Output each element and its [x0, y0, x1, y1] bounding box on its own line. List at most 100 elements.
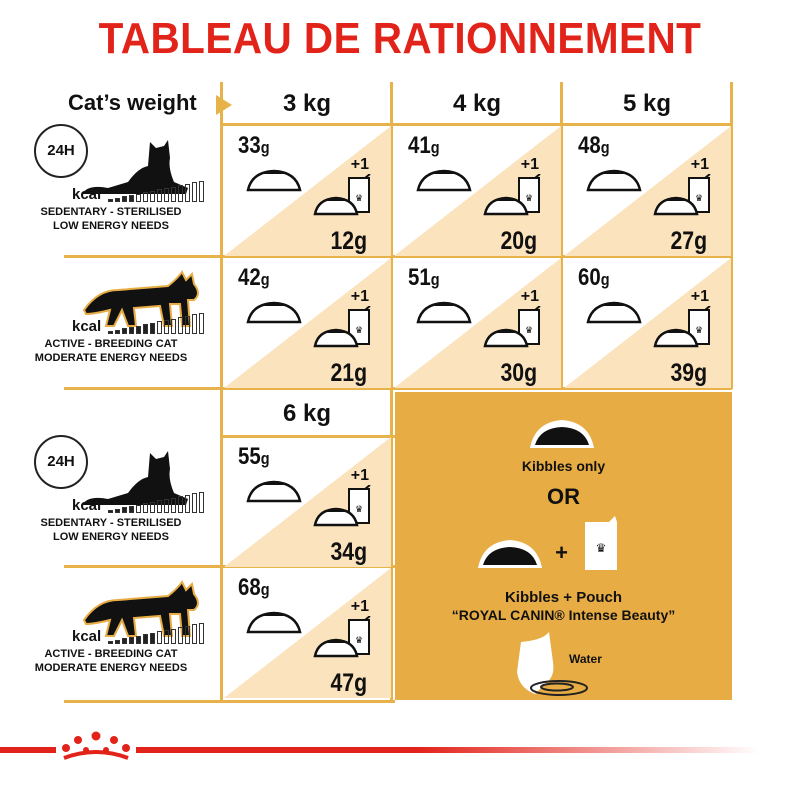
ration-cell: 42g +1 ♛ 21g [224, 258, 391, 388]
pouch-icon: ♛ [517, 173, 543, 219]
energy-level-bars [108, 623, 204, 645]
grid-line [64, 387, 732, 390]
energy-bar [129, 506, 134, 514]
kibbles-pouch-label: Kibbles + Pouch [504, 589, 623, 606]
kibbles-only-label: Kibbles only [521, 458, 606, 474]
pouch-icon: ♛ [687, 173, 713, 219]
water-label: Water [569, 652, 602, 666]
grid-line [220, 82, 223, 389]
legend-panel: Kibbles only OR + ♛ Kibbles + Pouch “ROY… [395, 392, 732, 700]
energy-bar [115, 508, 120, 514]
ration-cell: 33g +1 ♛ 12g [224, 126, 391, 256]
pouch-icon: ♛ [347, 305, 373, 351]
bowl-icon [244, 606, 304, 641]
energy-bar [122, 328, 127, 335]
energy-bar [122, 638, 127, 645]
bowl-icon [244, 164, 304, 199]
profile-line-1: SEDENTARY - STERILISED [40, 517, 182, 529]
plus-one-pouch: +1 [690, 288, 709, 305]
kcal-label: kcal [72, 186, 102, 203]
walking-cat-icon [78, 580, 208, 643]
energy-bar [115, 197, 120, 203]
unit: g [260, 138, 270, 157]
energy-bar [192, 624, 197, 645]
energy-bar [157, 189, 162, 203]
bowl-icon [478, 540, 542, 568]
energy-bar [192, 493, 197, 514]
bowl-icon [652, 192, 700, 223]
energy-bar [122, 196, 127, 203]
kibbles-value: 33 [238, 132, 261, 159]
energy-bar [192, 314, 197, 335]
ration-cell: 48g +1 ♛ 27g [564, 126, 731, 256]
grid-line [222, 123, 732, 126]
bowl-icon [312, 324, 360, 355]
ration-cell: 60g +1 ♛ 39g [564, 258, 731, 388]
energy-bar [185, 625, 190, 645]
unit: g [430, 138, 440, 157]
kibbles-value: 42 [238, 264, 261, 291]
energy-bar [178, 627, 183, 645]
energy-bar [115, 329, 120, 335]
svg-text:♛: ♛ [525, 193, 533, 203]
energy-bar [171, 186, 176, 203]
kibbles-with-pouch-amount: 39g [670, 359, 707, 387]
profile-line-2: LOW ENERGY NEEDS [53, 531, 169, 543]
svg-text:♛: ♛ [695, 325, 703, 335]
energy-bar [164, 630, 169, 645]
grid-line [390, 82, 393, 389]
energy-bar [178, 185, 183, 203]
pouch-icon: ♛ [687, 305, 713, 351]
weight-header: 5 kg [622, 90, 672, 117]
energy-bar [185, 494, 190, 514]
energy-bar [129, 637, 134, 645]
kibbles-with-pouch-amount: 20g [500, 227, 537, 255]
profile-line-1: SEDENTARY - STERILISED [40, 206, 182, 218]
clock-label: 24H [47, 453, 75, 470]
pouch-icon: ♛ [347, 173, 373, 219]
svg-text:♛: ♛ [596, 541, 607, 555]
bowl-icon [652, 324, 700, 355]
energy-bar [199, 181, 204, 203]
energy-bar [136, 635, 141, 645]
clock-label: 24H [47, 142, 75, 159]
svg-text:♛: ♛ [355, 504, 363, 514]
profile-line-2: MODERATE ENERGY NEEDS [34, 352, 188, 364]
bowl-icon [312, 192, 360, 223]
bowl-icon [530, 420, 594, 448]
product-label: “ROYAL CANIN® Intense Beauty” [451, 607, 676, 623]
kibbles-only-amount: 51g [408, 264, 440, 292]
ration-cell: 55g +1 ♛ 34g [224, 437, 391, 567]
bowl-icon [414, 164, 474, 199]
kibbles-with-pouch-amount: 27g [670, 227, 707, 255]
pouch-icon: ♛ [347, 484, 373, 530]
energy-bar [164, 499, 169, 514]
unit: g [260, 449, 270, 468]
bowl-icon [312, 634, 360, 665]
profile-line-1: ACTIVE - BREEDING CAT [44, 648, 178, 660]
bowl-icon [312, 503, 360, 534]
kibbles-with-pouch-amount: 30g [500, 359, 537, 387]
energy-bar [171, 318, 176, 335]
royal-canin-crown-logo [56, 731, 136, 764]
bowl-icon [244, 296, 304, 331]
kcal-label: kcal [72, 497, 102, 514]
energy-bar [199, 313, 204, 335]
svg-text:♛: ♛ [355, 635, 363, 645]
kibbles-value: 48 [578, 132, 601, 159]
energy-bar [171, 628, 176, 645]
grid-line [222, 435, 395, 438]
energy-bar [122, 507, 127, 514]
energy-bar [150, 632, 155, 645]
ration-cell: 68g +1 ♛ 47g [224, 568, 391, 698]
weight-header: 3 kg [282, 90, 332, 117]
energy-bar [108, 510, 113, 514]
energy-bar [150, 322, 155, 335]
grid-line [64, 255, 732, 258]
kibbles-only-amount: 68g [238, 574, 270, 602]
grid-line [730, 82, 733, 389]
energy-bar [129, 327, 134, 335]
energy-bar [108, 199, 113, 203]
energy-bar [136, 193, 141, 203]
kibbles-with-pouch-amount: 34g [330, 538, 367, 566]
